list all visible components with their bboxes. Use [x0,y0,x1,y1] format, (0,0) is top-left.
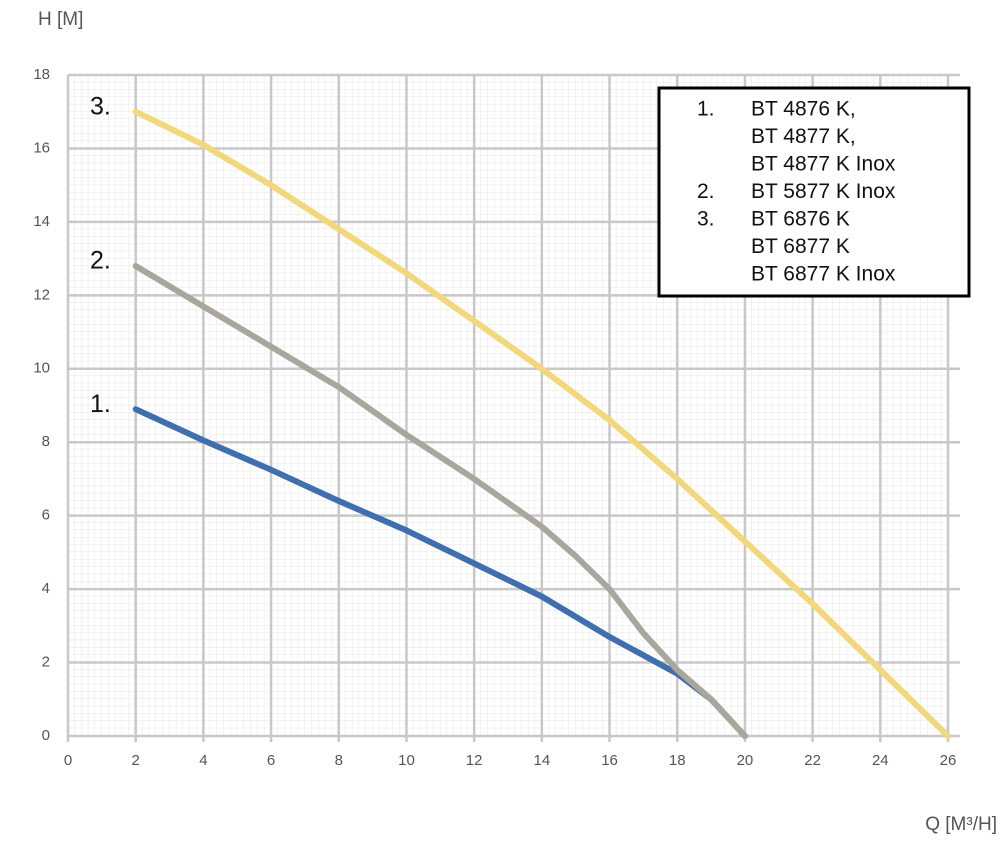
y-tick-label: 16 [33,139,50,156]
grid [66,73,960,742]
x-tick-label: 18 [669,752,686,769]
x-tick-label: 16 [601,752,618,769]
series-label: 2. [90,247,111,275]
x-axis-label: Q [M³/H] [925,814,997,835]
y-tick-label: 12 [33,286,50,303]
y-tick-label: 4 [42,580,50,597]
x-tick-label: 22 [804,752,821,769]
y-tick-label: 10 [33,360,50,377]
legend-text: BT 4877 K Inox [751,153,896,176]
y-tick-label: 6 [42,507,50,524]
legend-number: 2. [697,180,715,203]
x-tick-label: 6 [267,752,275,769]
legend: 1. BT 4876 K, BT 4877 K, BT 4877 K Inox 2. BT… [697,98,896,286]
y-axis-label: H [M] [38,9,83,30]
legend-text: BT 5877 K Inox [751,180,896,203]
series-label: 3. [90,92,111,120]
legend-text: BT 6877 K [751,235,850,258]
x-tick-label: 24 [872,752,889,769]
legend-text: BT 4876 K, [751,98,856,121]
legend-number: 3. [697,208,715,231]
y-tick-label: 2 [42,654,50,671]
x-tick-label: 26 [940,752,957,769]
legend-text: BT 6877 K Inox [751,263,896,286]
legend-number: 1. [697,98,715,121]
legend-box [657,86,971,298]
x-tick-label: 20 [737,752,754,769]
x-tick-label: 14 [534,752,551,769]
y-tick-label: 14 [33,213,50,230]
x-tick-label: 2 [132,752,140,769]
series-label: 1. [90,390,111,418]
x-tick-label: 4 [199,752,207,769]
x-tick-label: 0 [64,752,72,769]
legend-text: BT 4877 K, [751,125,856,148]
y-tick-label: 0 [42,727,50,744]
x-tick-label: 10 [398,752,415,769]
series-line [132,108,951,739]
x-tick-label: 8 [335,752,343,769]
y-tick-label: 18 [33,66,50,83]
series-line [132,263,748,739]
legend-text: BT 6876 K [751,208,850,231]
lines [132,108,951,739]
x-tick-label: 12 [466,752,483,769]
y-tick-label: 8 [42,433,50,450]
